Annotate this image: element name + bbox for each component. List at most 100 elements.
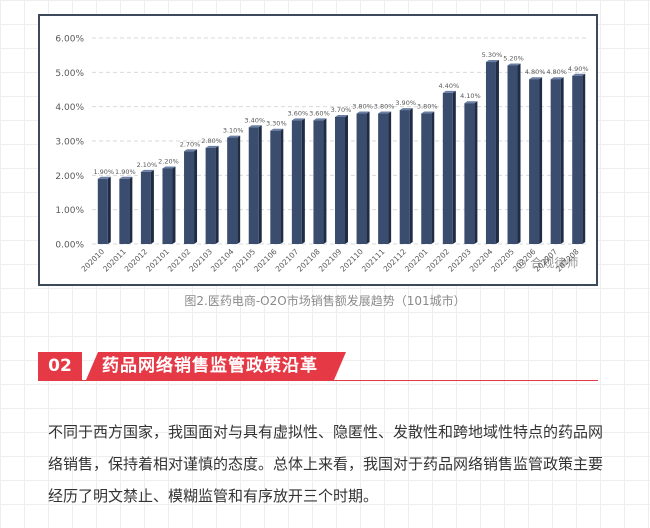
bar-top — [119, 176, 133, 179]
bar — [205, 147, 216, 244]
data-label: 3.30% — [266, 120, 287, 128]
bar-top — [507, 63, 521, 66]
data-label: 4.80% — [546, 68, 567, 76]
bar — [529, 79, 540, 244]
bar — [270, 130, 281, 244]
bar-top — [378, 111, 392, 114]
bar-side — [129, 176, 133, 244]
bar-side — [107, 176, 111, 244]
data-label: 3.80% — [374, 103, 395, 111]
section-title-band — [86, 352, 346, 380]
chart-frame: 0.00% 1.00% 2.00% 3.00% 4.00% 5.00% 6.00% 1.90%… — [38, 14, 598, 286]
bar-top — [291, 118, 305, 121]
bar-top — [97, 176, 111, 179]
bar — [162, 168, 173, 244]
y-tick-label: 6.00% — [55, 35, 84, 45]
y-tick-label: 1.00% — [55, 206, 84, 216]
bar-top — [356, 111, 370, 114]
bar-side — [366, 111, 370, 245]
bar-top — [442, 90, 456, 93]
bar-chart: 0.00% 1.00% 2.00% 3.00% 4.00% 5.00% 6.00% 1.90%… — [55, 35, 588, 274]
bar-side — [517, 63, 521, 244]
bar — [313, 120, 324, 244]
data-label: 3.60% — [288, 109, 309, 117]
data-label: 1.90% — [93, 168, 114, 176]
bar — [485, 62, 496, 245]
bar — [464, 103, 475, 244]
bar — [184, 151, 195, 244]
y-tick-label: 2.00% — [55, 172, 84, 182]
bar-side — [582, 73, 586, 244]
y-tick-label: 5.00% — [55, 69, 84, 79]
bar — [140, 171, 151, 244]
bar-side — [345, 114, 348, 244]
bar-side — [237, 135, 241, 244]
bar — [119, 178, 130, 244]
data-label: 2.80% — [201, 137, 222, 145]
section-title: 药品网络销售监管政策沿革 — [102, 356, 318, 376]
bar-top — [184, 149, 198, 152]
bar-side — [474, 101, 478, 244]
bar-top — [572, 73, 586, 76]
bar-side — [560, 77, 564, 244]
body-paragraph: 不同于西方国家，我国面对与具有虚拟性、隐匿性、发散性和跨地域性特点的药品网络销售… — [48, 423, 604, 505]
y-tick-label: 3.00% — [55, 138, 84, 148]
bar — [507, 65, 518, 244]
bar — [421, 113, 432, 245]
data-label: 3.40% — [244, 116, 265, 124]
bar-side — [280, 128, 284, 244]
bar — [378, 113, 389, 245]
data-label: 3.60% — [309, 109, 330, 117]
bar-top — [399, 108, 413, 111]
bar-side — [323, 118, 327, 244]
wechat-icon: ◎ — [516, 256, 527, 270]
bar-side — [258, 125, 262, 244]
bar-top — [205, 145, 219, 148]
section-divider — [38, 380, 598, 381]
bar-top — [140, 169, 154, 172]
data-label: 3.10% — [223, 127, 244, 135]
bar-side — [431, 111, 435, 245]
bar-top — [529, 77, 543, 80]
bar — [97, 178, 108, 244]
bar-side — [172, 166, 176, 244]
bar-top — [464, 101, 478, 104]
y-tick-label: 0.00% — [55, 241, 84, 251]
bar-top — [335, 114, 348, 117]
chart-caption: 图2.医药电商-O2O市场销售额发展趋势（101城市） — [184, 294, 466, 308]
data-label: 5.20% — [503, 54, 524, 62]
bar-side — [539, 77, 543, 244]
data-label: 3.80% — [352, 103, 373, 111]
data-label: 3.80% — [417, 103, 438, 111]
bar — [227, 137, 238, 244]
data-label: 4.40% — [438, 82, 459, 90]
bar-top — [421, 111, 435, 114]
bar-top — [227, 135, 241, 138]
bar-side — [194, 149, 198, 244]
data-label: 4.10% — [460, 92, 481, 100]
bar — [291, 120, 302, 244]
bar — [572, 75, 583, 244]
bar-side — [150, 169, 154, 244]
bar-top — [248, 125, 262, 128]
y-tick-label: 4.00% — [55, 103, 84, 113]
bar — [550, 79, 561, 244]
watermark-text: 合规律师 — [530, 256, 579, 270]
bar-side — [452, 90, 456, 244]
bar-top — [485, 60, 499, 63]
data-label: 3.70% — [331, 106, 352, 114]
bar — [356, 113, 367, 245]
data-label: 4.80% — [525, 68, 546, 76]
data-label: 2.70% — [180, 140, 201, 148]
bar-side — [409, 108, 413, 244]
bar — [442, 92, 453, 244]
data-label: 2.10% — [137, 161, 158, 169]
bar-side — [495, 60, 499, 245]
bar-side — [388, 111, 392, 245]
bar — [399, 110, 410, 244]
data-label: 2.20% — [158, 157, 179, 165]
bar — [335, 116, 345, 244]
bar-top — [313, 118, 327, 121]
watermark: ◎ 合规律师 — [516, 254, 578, 271]
bar-side — [215, 145, 219, 244]
